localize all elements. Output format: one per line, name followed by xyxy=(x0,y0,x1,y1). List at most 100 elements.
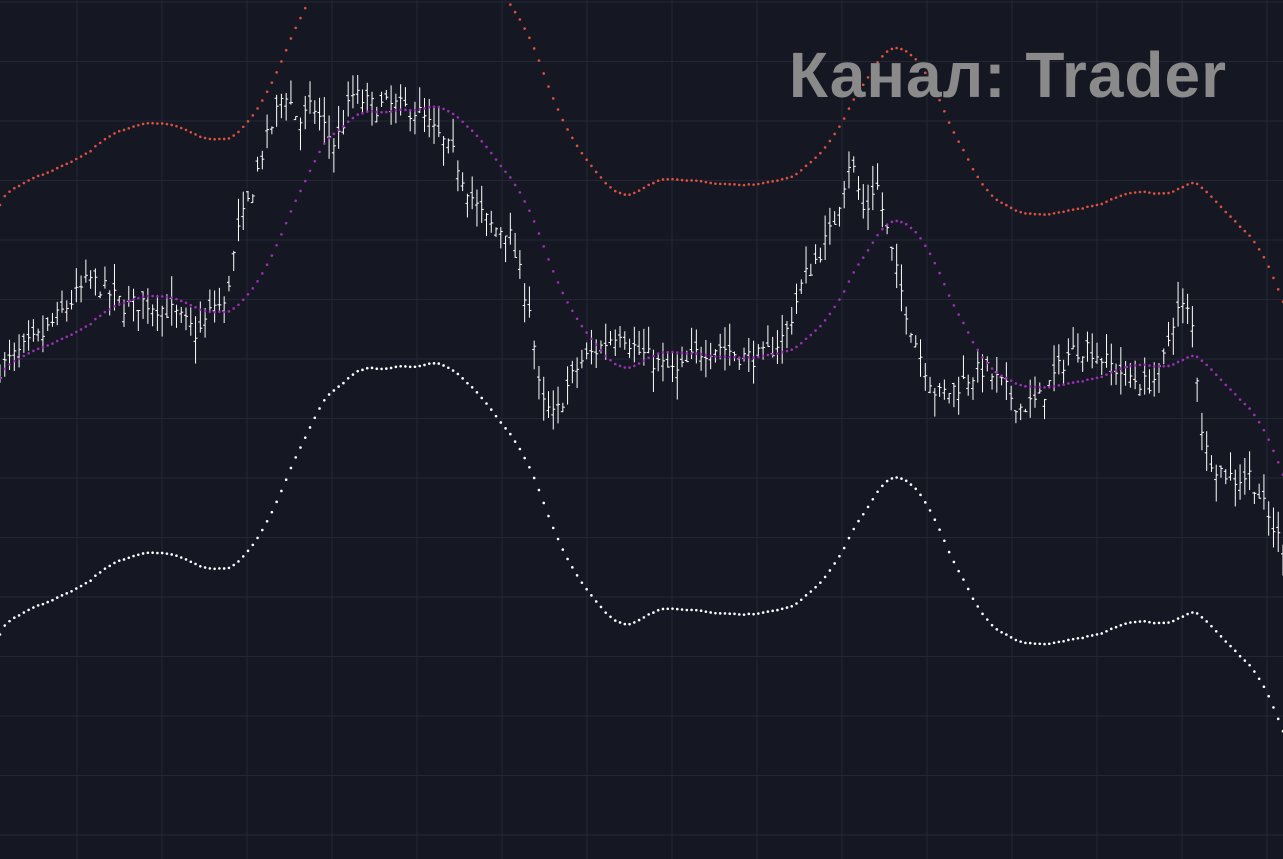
price-bar xyxy=(350,75,355,109)
lower-band-dot xyxy=(1191,611,1194,614)
price-bar xyxy=(1166,321,1171,347)
middle-band-dot xyxy=(246,292,250,296)
price-bar xyxy=(956,376,961,415)
middle-band-dot xyxy=(1024,385,1027,388)
upper-band-dot xyxy=(952,131,956,134)
lower-band-dot xyxy=(1043,642,1046,646)
upper-band-dot xyxy=(1109,198,1113,201)
lower-band-dot xyxy=(523,456,526,460)
upper-band-dot xyxy=(275,71,278,74)
middle-band-dot xyxy=(1043,386,1046,389)
lower-band-dot xyxy=(628,622,631,626)
middle-band-dot xyxy=(1038,385,1042,389)
price-bar xyxy=(40,315,45,353)
price-bar xyxy=(1118,347,1123,395)
lower-band-dot xyxy=(618,621,622,624)
middle-band-dot xyxy=(804,337,808,341)
upper-band-dot xyxy=(742,183,746,187)
price-bar xyxy=(36,328,41,342)
price-bar xyxy=(1214,464,1219,502)
price-bar xyxy=(1142,357,1147,395)
upper-band-dot xyxy=(146,121,150,125)
price-bar xyxy=(374,106,379,123)
middle-band-dot xyxy=(661,351,665,354)
price-bar xyxy=(308,81,313,114)
price-bar xyxy=(1109,343,1114,386)
middle-band-dot xyxy=(742,356,746,360)
lower-band-dot xyxy=(122,558,126,561)
lower-band-dot xyxy=(1024,641,1027,645)
middle-band-dot xyxy=(456,116,460,119)
price-bar xyxy=(45,317,50,332)
middle-band-dot xyxy=(613,362,617,366)
lower-band-dot xyxy=(909,483,913,486)
lower-band-dot xyxy=(680,608,684,611)
lower-band-dot xyxy=(690,608,693,612)
lower-band-dot xyxy=(814,585,817,589)
middle-band-dot xyxy=(847,280,851,283)
price-bar xyxy=(1199,412,1204,451)
lower-band-dot xyxy=(1081,636,1084,640)
middle-band-dot xyxy=(1148,364,1151,367)
lower-band-dot xyxy=(1219,635,1223,638)
lower-band-dot xyxy=(962,578,965,581)
price-bar xyxy=(83,259,88,283)
middle-band-dot xyxy=(65,335,69,339)
lower-band-dot xyxy=(995,628,999,631)
price-bar xyxy=(1185,293,1190,324)
middle-band-dot xyxy=(156,295,159,298)
lower-band-dot xyxy=(280,489,283,493)
middle-band-dot xyxy=(461,120,464,124)
middle-band-dot xyxy=(766,353,770,357)
upper-band-dot xyxy=(232,134,236,137)
lower-band-dot xyxy=(695,608,698,612)
upper-band-dot xyxy=(1219,205,1223,209)
middle-band-dot xyxy=(489,151,493,155)
middle-band-dot xyxy=(265,263,269,266)
middle-band-dot xyxy=(566,301,569,304)
middle-band-dot xyxy=(599,349,603,352)
middle-band-dot xyxy=(199,308,202,311)
lower-band-dot xyxy=(289,466,293,470)
lower-band-dot xyxy=(270,510,274,514)
lower-band-dot xyxy=(470,385,474,389)
lower-band-dot xyxy=(513,440,517,443)
price-bar xyxy=(169,276,174,326)
middle-band-dot xyxy=(1090,377,1094,381)
upper-band-dot xyxy=(51,169,54,172)
lower-band-dot xyxy=(241,555,245,558)
price-bar xyxy=(942,379,947,400)
lower-band-dot xyxy=(847,536,851,540)
upper-band-dot xyxy=(1100,202,1104,206)
upper-band-dot xyxy=(890,47,894,51)
price-bar xyxy=(541,376,546,421)
price-bar xyxy=(694,329,699,364)
upper-band-dot xyxy=(962,148,965,152)
upper-band-dot xyxy=(1148,191,1151,194)
upper-band-dot xyxy=(513,10,517,14)
upper-band-dot xyxy=(1138,190,1142,194)
upper-band-dot xyxy=(728,182,732,186)
middle-band-dot xyxy=(642,359,646,363)
lower-band-dot xyxy=(919,493,922,497)
middle-band-dot xyxy=(84,325,88,328)
middle-band-dot xyxy=(523,200,526,203)
middle-band-dot xyxy=(303,179,307,183)
lower-band xyxy=(0,362,1283,733)
upper-band-dot xyxy=(1262,255,1266,259)
middle-band-dot xyxy=(432,105,436,109)
lower-band-dot xyxy=(227,566,231,570)
lower-band-dot xyxy=(327,393,331,396)
middle-band-dot xyxy=(652,354,655,358)
upper-band-dot xyxy=(556,108,560,111)
upper-band-dot xyxy=(866,76,870,79)
price-bar xyxy=(608,331,613,346)
lower-band-dot xyxy=(8,619,11,623)
price-bar xyxy=(746,337,751,372)
upper-band-dot xyxy=(790,175,794,179)
middle-band-dot xyxy=(814,329,817,332)
middle-band-dot xyxy=(179,299,183,303)
price-bar xyxy=(565,366,570,405)
